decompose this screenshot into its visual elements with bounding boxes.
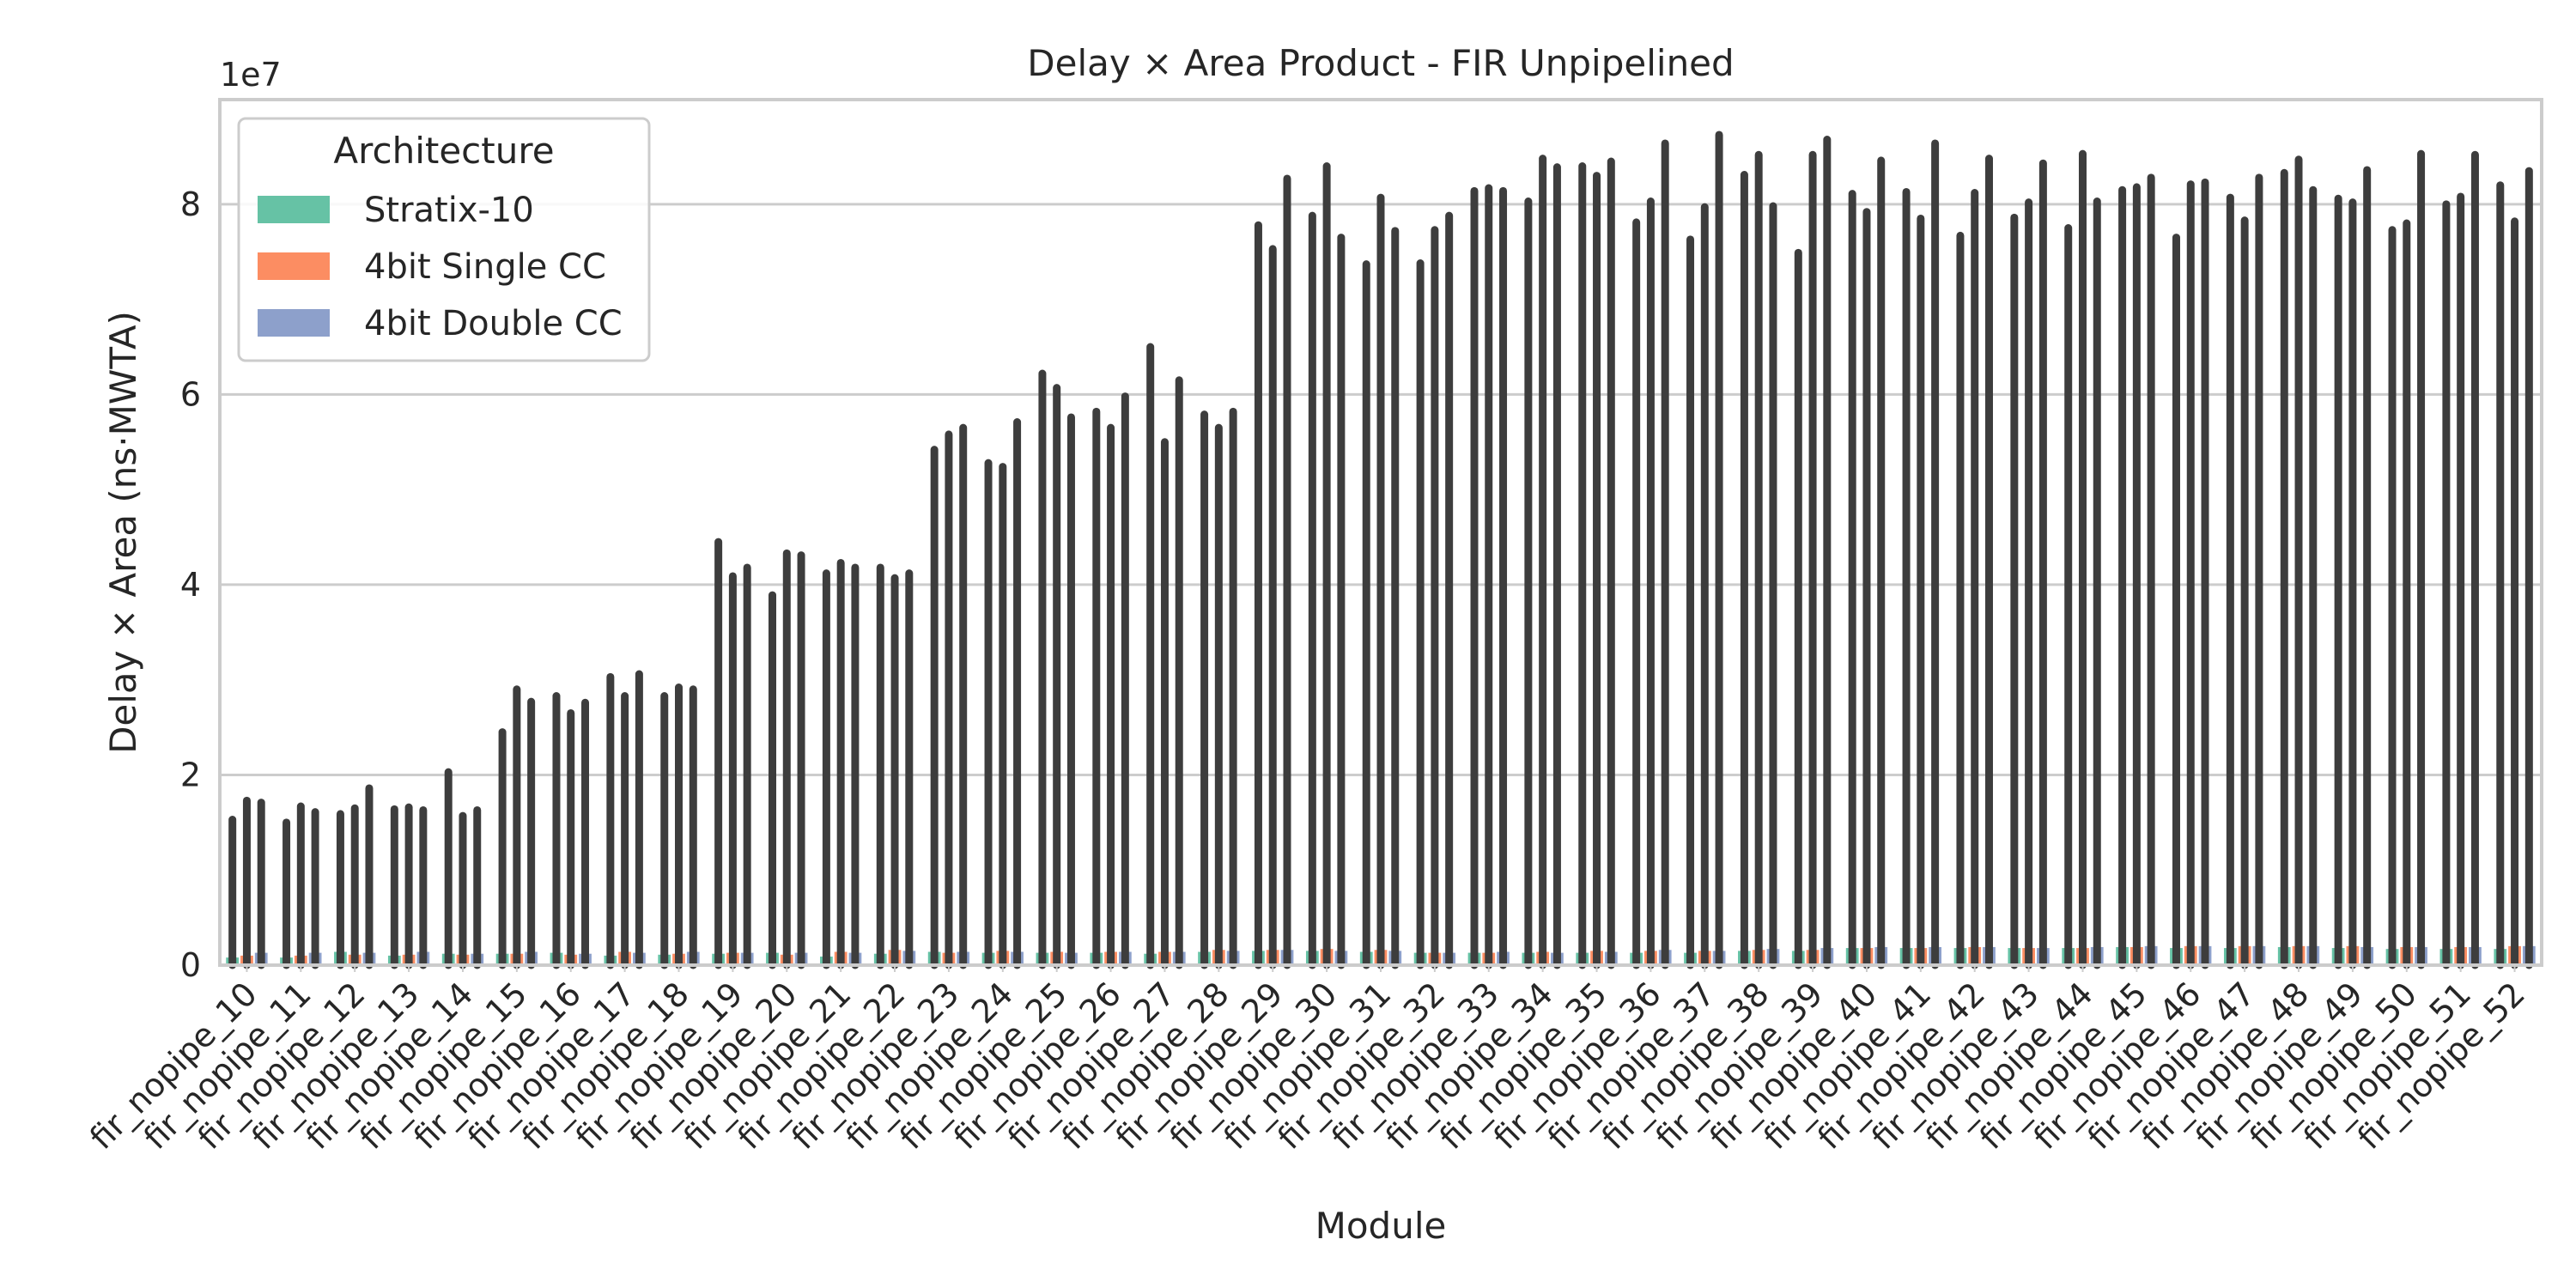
legend-label: 4bit Single CC [364, 247, 606, 287]
y-tick-label: 6 [180, 375, 201, 413]
y-tick-label: 4 [180, 566, 201, 604]
x-axis-label: Module [1315, 1205, 1447, 1247]
legend-title: Architecture [333, 130, 554, 172]
legend-label: 4bit Double CC [364, 304, 623, 343]
legend: Architecture Stratix-10 4bit Single CC 4bi… [237, 117, 651, 362]
x-ticks-layer: fir_nopipe_10fir_nopipe_11fir_nopipe_12f… [82, 965, 2532, 1157]
y-offset-text: 1e7 [220, 56, 282, 94]
legend-swatch [258, 196, 330, 223]
y-tick-label: 0 [180, 946, 201, 984]
legend-swatch [258, 252, 330, 280]
y-axis-label: Delay × Area (ns·MWTA) [102, 311, 144, 754]
chart-title: Delay × Area Product - FIR Unpipelined [1027, 42, 1734, 84]
y-tick-label: 8 [180, 185, 201, 223]
error-bars-layer [228, 131, 2533, 969]
y-ticks-layer: 0 2 4 6 8 [180, 185, 201, 984]
legend-swatch [258, 309, 330, 337]
legend-items: Stratix-10 4bit Single CC 4bit Double CC [258, 191, 623, 343]
y-tick-label: 2 [180, 756, 201, 793]
legend-label: Stratix-10 [364, 191, 534, 230]
legend-frame [237, 117, 651, 362]
